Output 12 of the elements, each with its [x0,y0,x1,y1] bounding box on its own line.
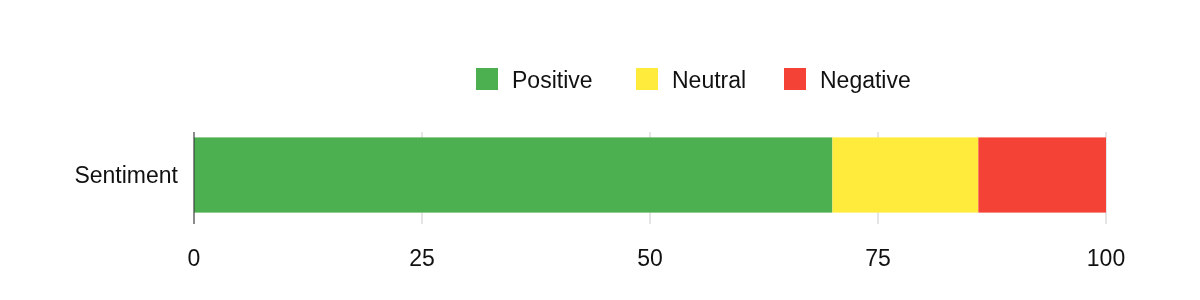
bar [978,137,1106,213]
legend-label: Negative [820,67,911,93]
legend-label: Positive [512,67,593,93]
x-tick-label: 100 [1086,245,1126,271]
bar [194,137,833,213]
x-tick-label: 0 [187,245,201,271]
legend-label: Neutral [672,67,747,93]
bar [832,137,979,213]
y-tick-label: Sentiment [74,162,179,188]
x-tick-label: 25 [409,245,435,271]
x-tick-label: 50 [637,245,663,271]
x-tick-label: 75 [865,245,891,271]
